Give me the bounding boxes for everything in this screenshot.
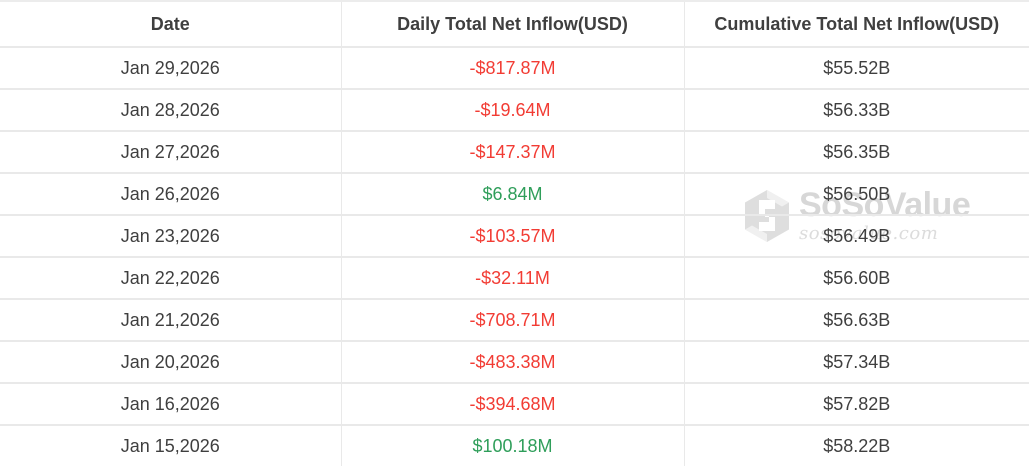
table-row: Jan 21,2026 -$708.71M $56.63B xyxy=(0,299,1029,342)
date-cell: Jan 15,2026 xyxy=(0,425,341,466)
daily-net-inflow-cell: -$147.37M xyxy=(340,131,684,174)
daily-net-inflow-cell: -$19.64M xyxy=(340,89,684,132)
daily-net-inflow-cell: -$103.57M xyxy=(340,215,684,258)
table-row: Jan 16,2026 -$394.68M $57.82B xyxy=(0,383,1029,426)
daily-net-inflow-cell: -$483.38M xyxy=(340,341,684,384)
date-cell: Jan 28,2026 xyxy=(0,89,341,132)
cumulative-net-inflow-cell: $58.22B xyxy=(683,425,1029,466)
daily-net-inflow-cell: -$394.68M xyxy=(340,383,684,426)
date-cell: Jan 23,2026 xyxy=(0,215,341,258)
column-header-cumulative-net-inflow: Cumulative Total Net Inflow(USD) xyxy=(683,2,1029,48)
date-cell: Jan 20,2026 xyxy=(0,341,341,384)
cumulative-net-inflow-cell: $56.60B xyxy=(683,257,1029,300)
date-cell: Jan 29,2026 xyxy=(0,47,341,90)
daily-net-inflow-cell: $6.84M xyxy=(340,173,684,216)
column-header-date: Date xyxy=(0,2,341,48)
date-cell: Jan 16,2026 xyxy=(0,383,341,426)
daily-net-inflow-cell: -$817.87M xyxy=(340,47,684,90)
table-row: Jan 22,2026 -$32.11M $56.60B xyxy=(0,257,1029,300)
cumulative-net-inflow-cell: $56.63B xyxy=(683,299,1029,342)
cumulative-net-inflow-cell: $56.35B xyxy=(683,131,1029,174)
date-cell: Jan 22,2026 xyxy=(0,257,341,300)
cumulative-net-inflow-cell: $56.49B xyxy=(683,215,1029,258)
date-cell: Jan 21,2026 xyxy=(0,299,341,342)
column-header-daily-net-inflow: Daily Total Net Inflow(USD) xyxy=(340,2,684,48)
daily-net-inflow-cell: -$32.11M xyxy=(340,257,684,300)
cumulative-net-inflow-cell: $57.34B xyxy=(683,341,1029,384)
cumulative-net-inflow-cell: $56.33B xyxy=(683,89,1029,132)
table-row: Jan 27,2026 -$147.37M $56.35B xyxy=(0,131,1029,174)
table-row: Jan 26,2026 $6.84M $56.50B xyxy=(0,173,1029,216)
table-row: Jan 15,2026 $100.18M $58.22B xyxy=(0,425,1029,466)
cumulative-net-inflow-cell: $57.82B xyxy=(683,383,1029,426)
table-row: Jan 20,2026 -$483.38M $57.34B xyxy=(0,341,1029,384)
daily-net-inflow-cell: -$708.71M xyxy=(340,299,684,342)
table-row: Jan 23,2026 -$103.57M $56.49B xyxy=(0,215,1029,258)
date-cell: Jan 27,2026 xyxy=(0,131,341,174)
date-cell: Jan 26,2026 xyxy=(0,173,341,216)
table-header-row: Date Daily Total Net Inflow(USD) Cumulat… xyxy=(0,2,1029,48)
cumulative-net-inflow-cell: $56.50B xyxy=(683,173,1029,216)
daily-net-inflow-cell: $100.18M xyxy=(340,425,684,466)
table-row: Jan 29,2026 -$817.87M $55.52B xyxy=(0,47,1029,90)
cumulative-net-inflow-cell: $55.52B xyxy=(683,47,1029,90)
table-row: Jan 28,2026 -$19.64M $56.33B xyxy=(0,89,1029,132)
